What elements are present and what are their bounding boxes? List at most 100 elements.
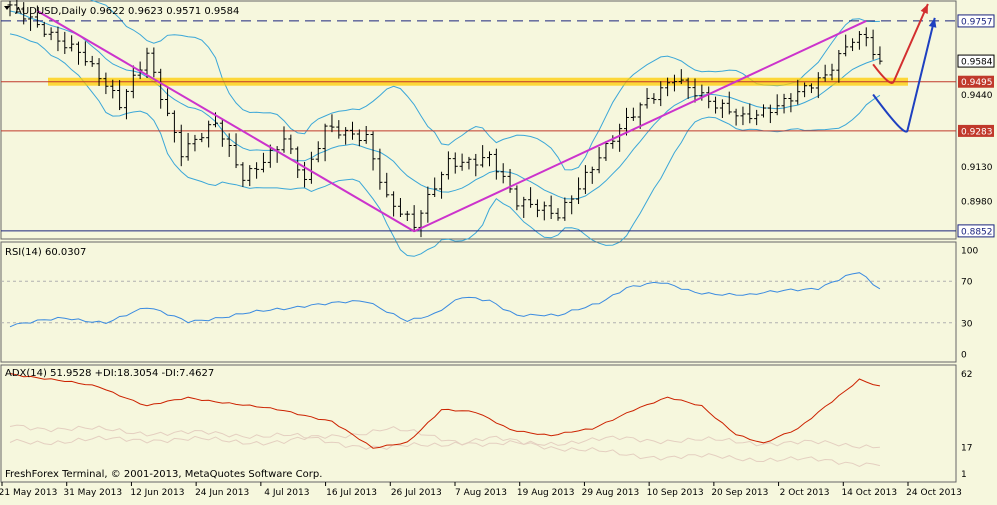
price-bars [7, 0, 883, 238]
price-bar [404, 210, 410, 222]
price-bar [877, 46, 883, 65]
price-bar [678, 69, 684, 85]
price-bar [171, 110, 177, 143]
price-tick-label: 0.9440 [961, 91, 993, 101]
current-price-label-box [957, 54, 995, 68]
price-bar [315, 141, 321, 163]
price-bar [62, 31, 68, 54]
forecast-arrowhead-up [920, 4, 928, 14]
current-price-label-text: 0.9584 [961, 58, 993, 68]
price-bar [343, 127, 349, 145]
price-bar [487, 151, 492, 167]
price-bar [144, 47, 150, 78]
price-bar [432, 177, 438, 198]
price-bar [671, 74, 677, 92]
price-bar [480, 145, 486, 168]
price-level-label-navy: 0.8852 [957, 224, 995, 238]
main-panel-frame [0, 0, 957, 240]
price-bar [445, 151, 451, 180]
price-bar [870, 29, 876, 60]
price-bar [267, 144, 273, 168]
price-bar [836, 49, 842, 83]
price-bar [856, 31, 862, 50]
date-label: 24 Jun 2013 [195, 488, 249, 498]
date-label: 19 Aug 2013 [517, 488, 575, 498]
price-bar [322, 123, 328, 162]
price-level-label-red: 0.9495 [958, 75, 994, 88]
price-bar [596, 147, 602, 174]
price-bar [55, 26, 61, 52]
date-label: 4 Jul 2013 [264, 488, 309, 498]
adx-axis-label: 62 [961, 370, 972, 380]
bollinger-upper-line [90, 0, 880, 171]
date-label: 20 Sep 2013 [711, 488, 768, 498]
price-bar [82, 41, 88, 66]
price-bar [103, 72, 109, 95]
minus-di-line [9, 424, 881, 468]
price-bar [21, 2, 27, 25]
price-bar [706, 86, 712, 109]
price-bar [48, 27, 54, 41]
price-bar [850, 38, 856, 52]
date-label: 24 Oct 2013 [906, 488, 962, 498]
price-bar [802, 82, 808, 98]
price-bar [247, 165, 253, 187]
price-bar [439, 171, 445, 199]
price-bar [829, 63, 835, 81]
price-bar [110, 79, 116, 99]
price-bar [781, 93, 787, 114]
date-label: 12 Jun 2013 [130, 488, 184, 498]
price-bar [569, 195, 575, 215]
price-bar [117, 80, 123, 111]
dropdown-triangle-icon[interactable] [4, 6, 10, 10]
main-price-panel: AUDUSD,Daily 0.9622 0.9623 0.9571 0.9584 [0, 0, 957, 257]
price-bar [14, 0, 20, 14]
date-label: 21 May 2013 [0, 488, 57, 498]
price-bar [548, 195, 554, 220]
price-bar [541, 201, 547, 221]
price-bar [260, 152, 266, 173]
price-bar [630, 107, 636, 121]
price-bar [384, 172, 390, 198]
price-bar [363, 125, 369, 144]
price-bar [89, 55, 95, 67]
price-bar [473, 153, 479, 177]
price-bar [603, 141, 609, 161]
rsi-levels [1, 280, 956, 324]
price-bar [281, 126, 287, 153]
price-bar [165, 88, 171, 117]
price-bar [76, 41, 81, 65]
plus-di-line [9, 426, 880, 449]
price-bar [226, 133, 232, 157]
price-bar [356, 129, 362, 147]
price-bar [418, 210, 424, 238]
bollinger-lower-line [9, 33, 881, 257]
price-bar [637, 102, 643, 129]
price-level-label-red-text: 0.9495 [961, 78, 993, 88]
forecast-arrows [872, 3, 937, 133]
rsi-path [9, 272, 881, 328]
price-tick-label: 0.8980 [961, 198, 993, 208]
price-bar [610, 135, 616, 149]
price-bar [493, 148, 499, 180]
price-bar [185, 132, 191, 161]
rsi-axis-label: 70 [961, 278, 973, 288]
price-bar [624, 107, 629, 136]
price-bar [329, 114, 335, 133]
rsi-line [9, 272, 881, 328]
forecast-arrow-down-then-up [872, 17, 936, 133]
price-bar [41, 21, 47, 37]
price-bar [726, 91, 732, 115]
price-bar [466, 156, 472, 170]
price-bar [644, 88, 650, 109]
price-bar [713, 96, 719, 114]
current-price-label: 0.9584 [957, 54, 995, 68]
adx-axis-label: 17 [961, 444, 972, 454]
price-bar [808, 83, 814, 94]
price-bar [425, 186, 431, 223]
price-bar [555, 208, 561, 221]
price-bar [863, 27, 869, 47]
price-bar [452, 152, 458, 174]
price-bar [7, 0, 13, 17]
trendlines [36, 10, 867, 233]
